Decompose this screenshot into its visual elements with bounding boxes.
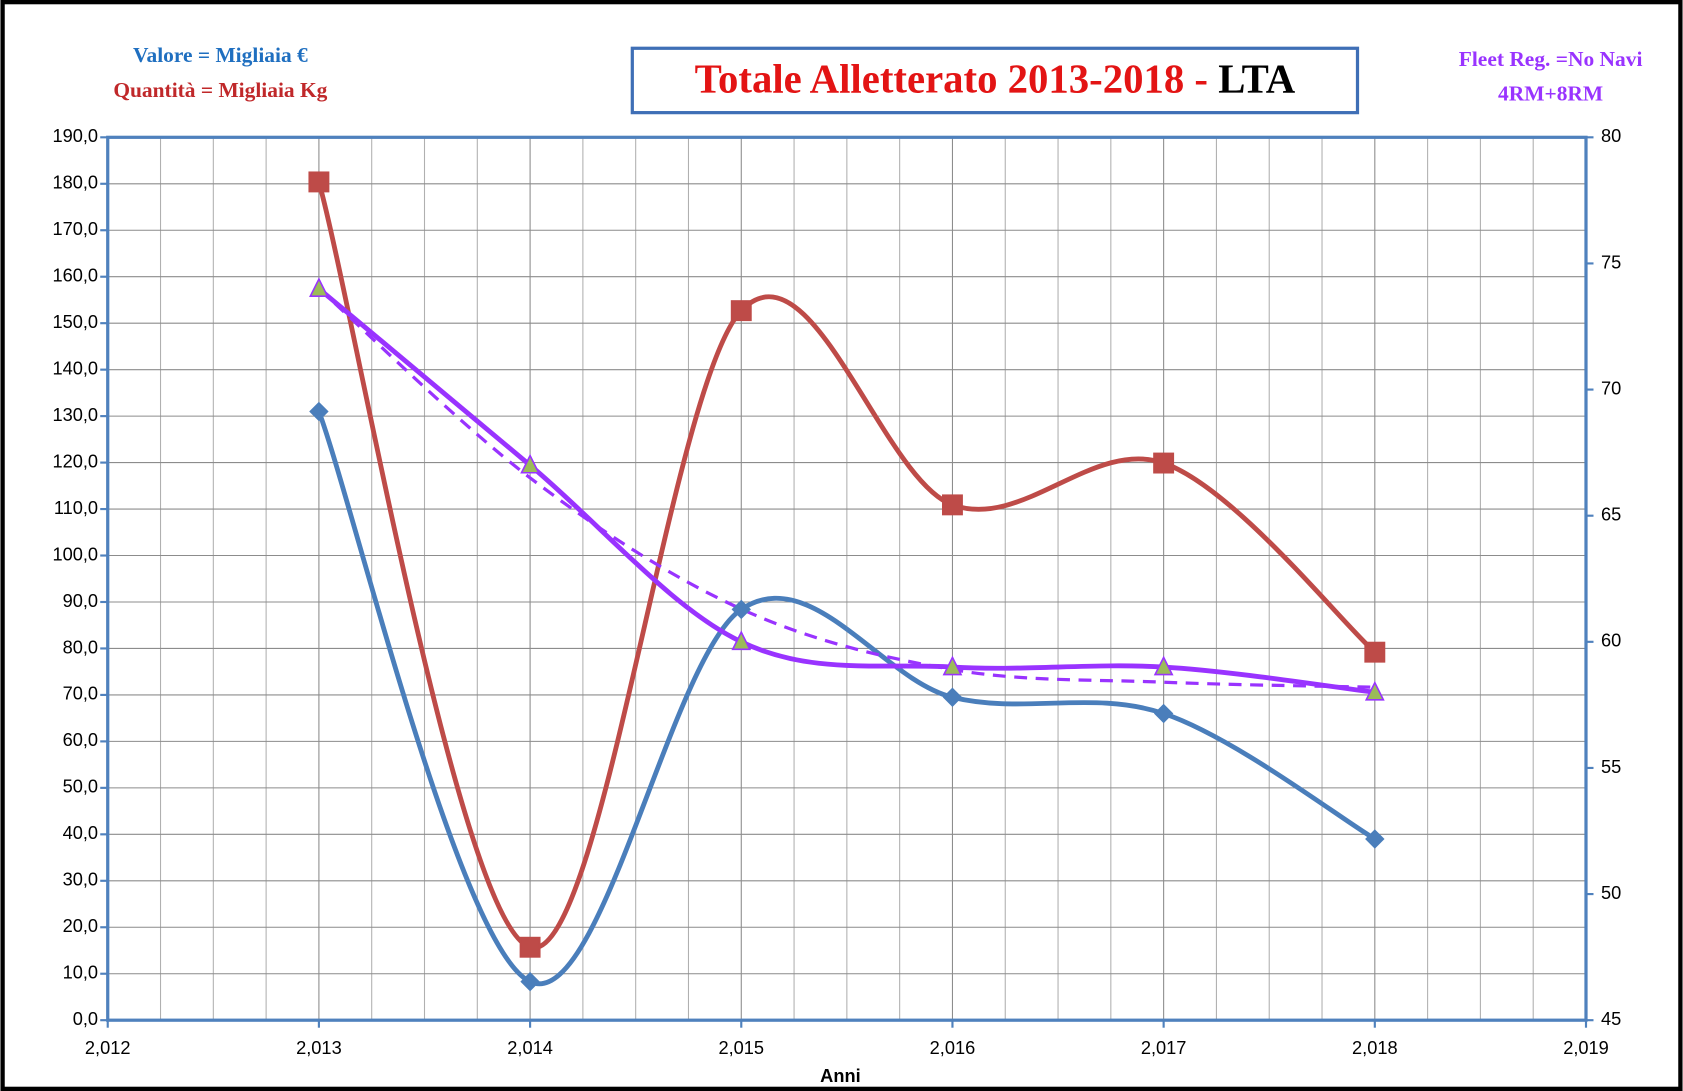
x-tick-label: 2,013: [296, 1037, 342, 1058]
y-tick-label: 40,0: [63, 822, 98, 843]
y-tick-label: 30,0: [63, 869, 98, 890]
y-tick-label: 50,0: [63, 776, 98, 797]
y-tick-label: 10,0: [63, 962, 98, 983]
y-tick-label: 160,0: [52, 265, 98, 286]
marker: [1364, 680, 1385, 701]
marker: [1153, 703, 1174, 724]
y2-tick-label: 70: [1601, 377, 1621, 398]
marker: [1364, 641, 1386, 663]
marker: [520, 971, 540, 992]
annotation: Quantità = Migliaia Kg: [113, 78, 327, 102]
series-line: [317, 286, 1376, 695]
y-tick-label: 130,0: [52, 404, 98, 425]
title-box: [630, 46, 1360, 115]
annotation: Fleet Reg. =No Navi: [1459, 47, 1643, 71]
y2-tick-label: 50: [1601, 882, 1621, 903]
title-suffix: LTA: [1218, 57, 1296, 102]
x-tick-label: 2,017: [1141, 1037, 1187, 1058]
marker: [731, 599, 751, 620]
chart-title: Totale Alletterato 2013-2018 - LTA: [695, 57, 1296, 102]
title-main: Totale Alletterato 2013-2018 -: [695, 57, 1208, 102]
y-tick-label: 80,0: [63, 636, 98, 657]
y2-tick-label: 80: [1601, 125, 1621, 146]
y2-tick-label: 45: [1601, 1008, 1621, 1029]
y-tick-label: 140,0: [52, 357, 98, 378]
y2-tick-label: 55: [1601, 756, 1621, 777]
marker: [309, 401, 329, 422]
marker: [308, 171, 330, 193]
y2-tick-label: 60: [1601, 630, 1621, 651]
marker: [1153, 655, 1174, 676]
marker: [942, 687, 963, 707]
marker: [309, 277, 329, 297]
y-tick-label: 110,0: [54, 497, 98, 518]
plot-border: [106, 135, 1588, 1022]
marker: [520, 453, 540, 474]
y-tick-label: 120,0: [52, 450, 98, 471]
marker: [730, 300, 752, 322]
marker: [1365, 829, 1385, 849]
marker: [942, 655, 963, 676]
y-tick-label: 190,0: [52, 125, 98, 146]
marker: [519, 936, 541, 958]
y-tick-label: 20,0: [63, 915, 98, 936]
annotation: 4RM+8RM: [1498, 81, 1603, 105]
y-tick-label: 70,0: [63, 683, 98, 704]
y2-tick-label: 65: [1601, 504, 1621, 525]
x-tick-label: 2,012: [85, 1037, 131, 1058]
x-tick-label: 2,019: [1563, 1037, 1609, 1058]
x-tick-label: 2,016: [930, 1037, 976, 1058]
marker: [1153, 452, 1175, 474]
x-tick-label: 2,015: [718, 1037, 764, 1058]
y2-tick-label: 75: [1601, 251, 1621, 272]
y-tick-label: 170,0: [52, 218, 98, 239]
y-tick-label: 180,0: [52, 172, 98, 193]
marker: [941, 494, 963, 516]
annotation: Valore = Migliaia €: [133, 43, 308, 67]
trend-line: [317, 287, 1375, 689]
marker: [731, 630, 752, 651]
y-tick-label: 60,0: [63, 729, 98, 750]
y-tick-label: 90,0: [63, 590, 98, 611]
x-tick-label: 2,014: [507, 1037, 553, 1058]
y-tick-label: 0,0: [73, 1008, 98, 1029]
y-tick-label: 150,0: [52, 311, 98, 332]
x-axis-label: Anni: [820, 1065, 860, 1086]
x-tick-label: 2,018: [1352, 1037, 1398, 1058]
y-tick-label: 100,0: [52, 543, 98, 564]
